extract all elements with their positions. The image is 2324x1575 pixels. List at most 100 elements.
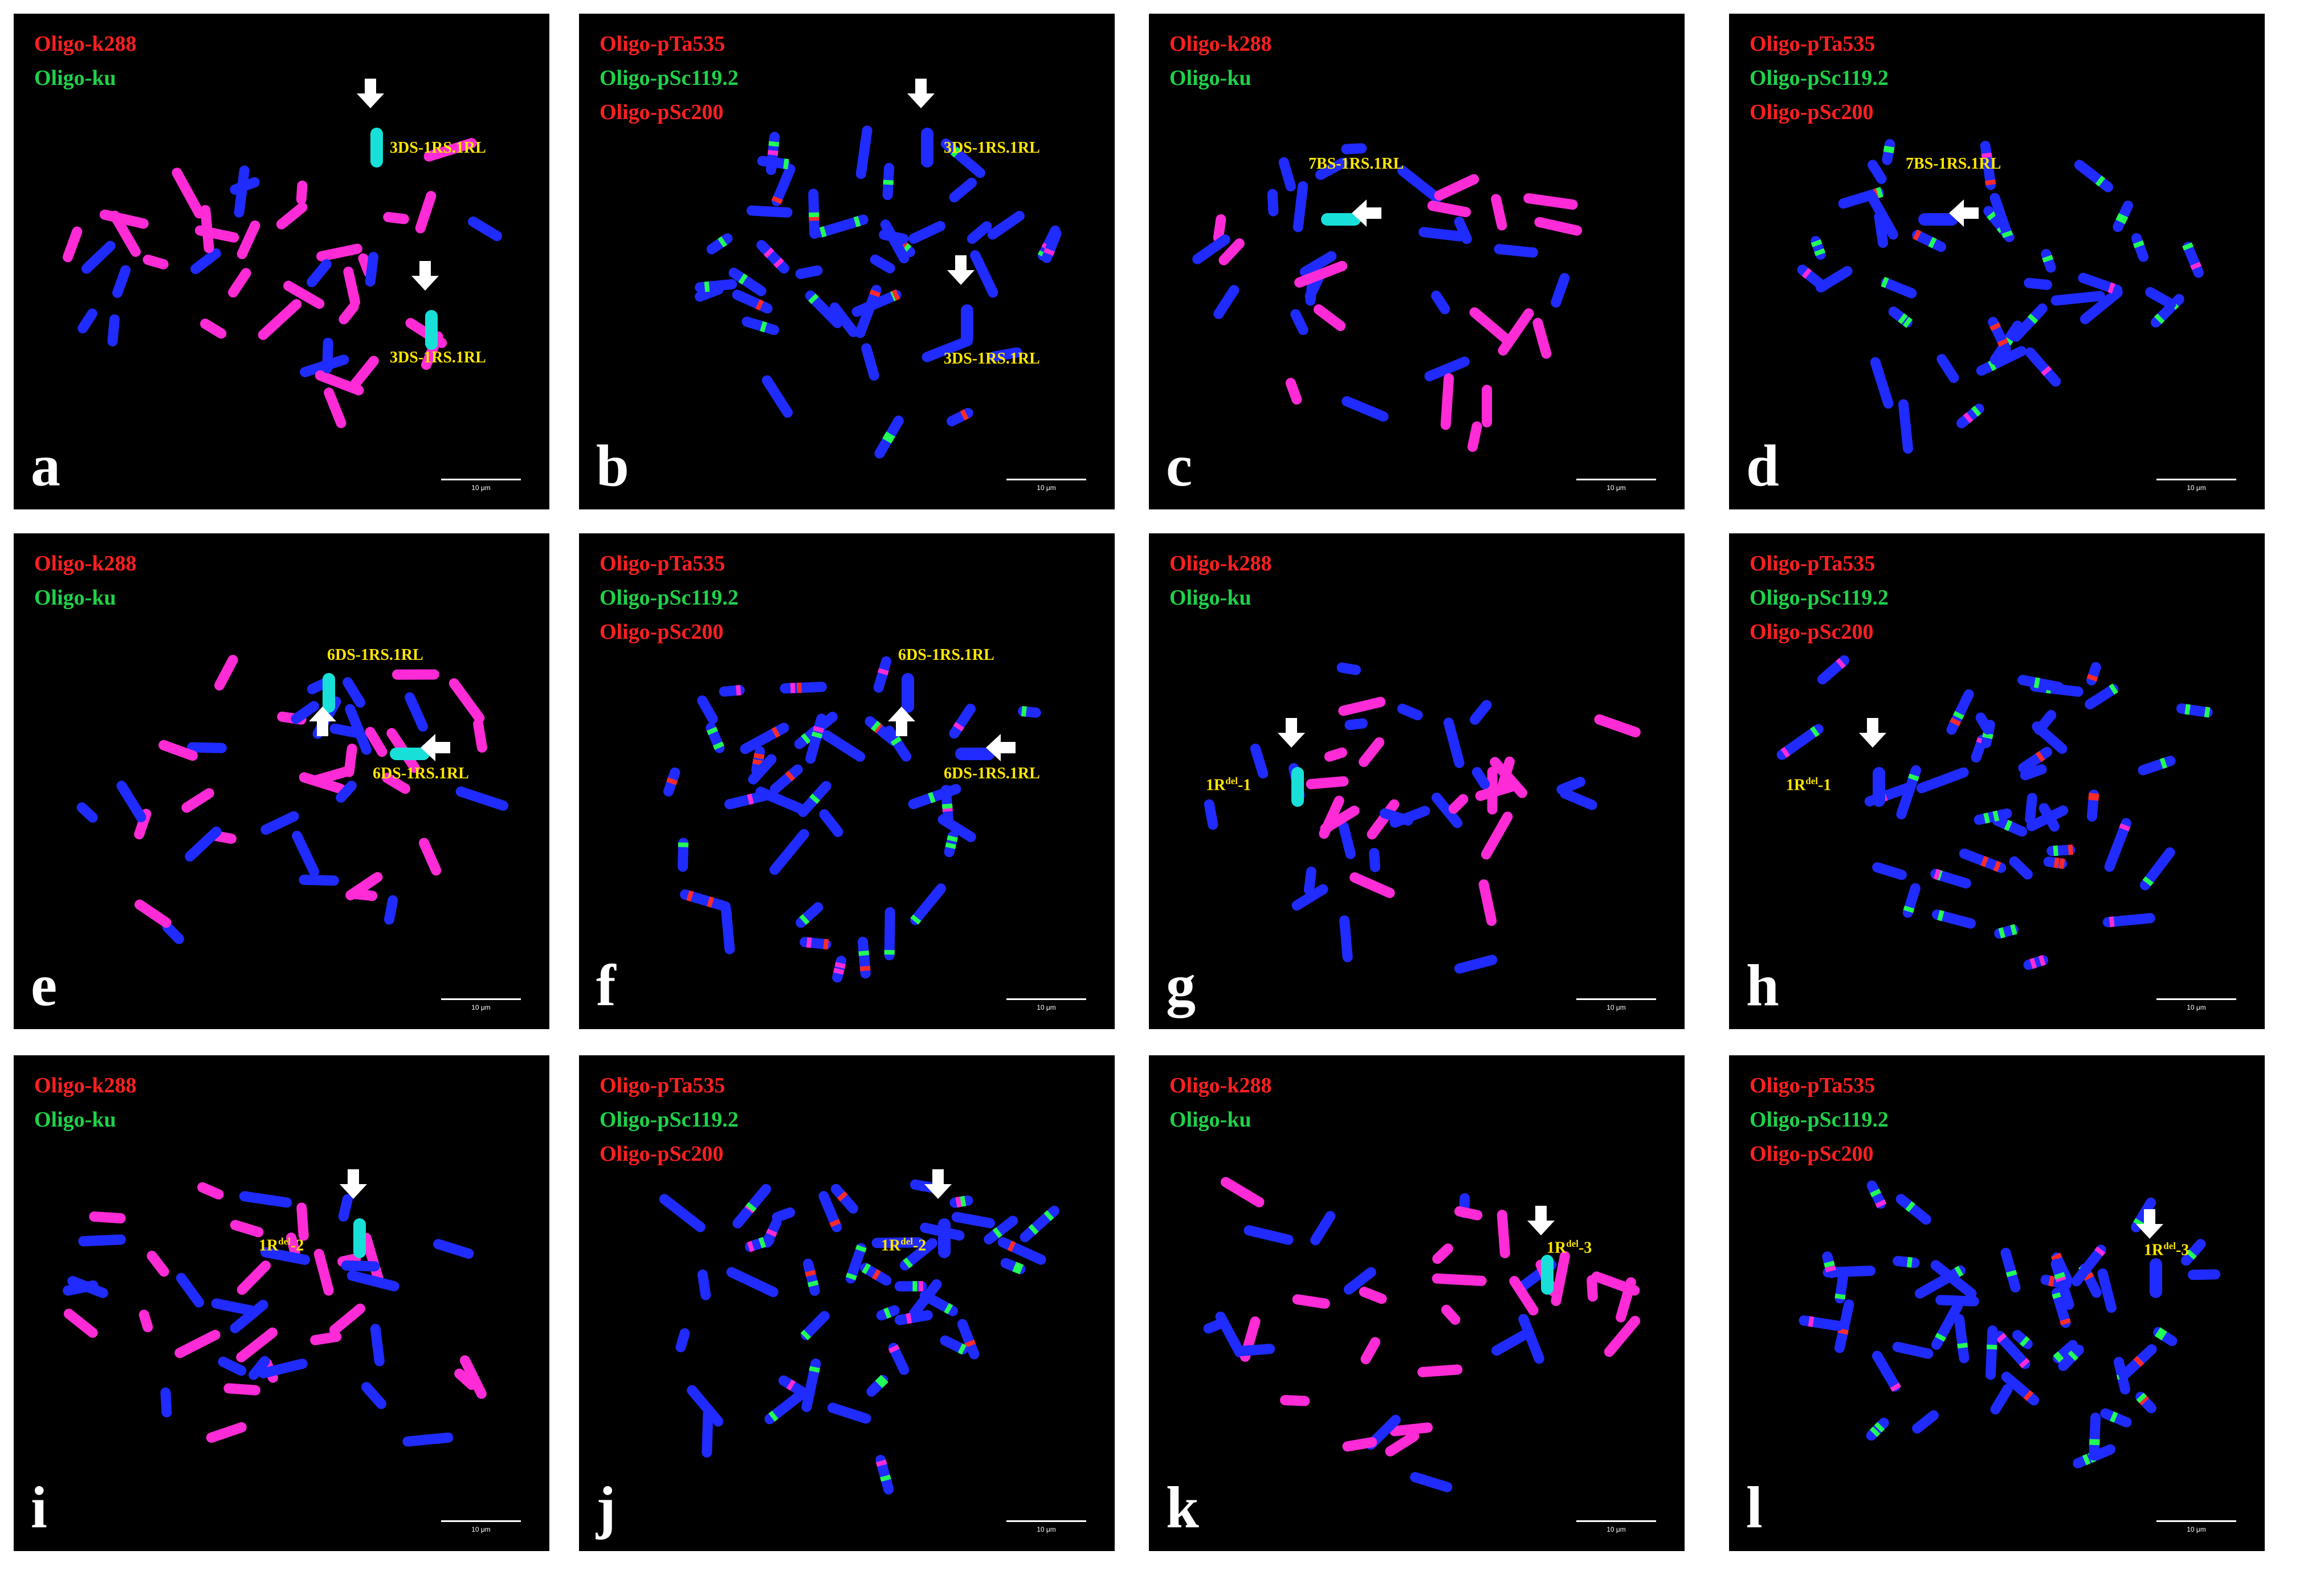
panel-b: Oligo-pTa535 Oligo-pSc119.2 Oligo-pSc200 3D… — [579, 14, 1115, 509]
panel-letter: g — [1166, 953, 1196, 1018]
chromosome-label-suffix: -2 — [912, 1237, 927, 1255]
probe-label: Oligo-k288 — [34, 552, 137, 576]
probe-label: Oligo-pTa535 — [600, 1074, 725, 1097]
chromosome-label: 1Rdel-3 — [2144, 1241, 2189, 1258]
panel-l: Oligo-pTa535 Oligo-pSc119.2 Oligo-pSc200 1R… — [1729, 1055, 2265, 1551]
chromosome-label: 7BS-1RS.1RL — [1308, 156, 1404, 172]
scale-bar-line — [2156, 1520, 2236, 1522]
scale-bar-line — [1576, 998, 1656, 1000]
panel-j: Oligo-pTa535 Oligo-pSc119.2 Oligo-pSc200 1R… — [579, 1055, 1115, 1551]
scale-bar: 10 μm — [441, 1520, 521, 1536]
chromosome-spread-image — [1799, 1180, 2221, 1468]
scale-bar-text: 10 μm — [1607, 1003, 1626, 1011]
scale-bar: 10 μm — [2156, 1520, 2236, 1536]
chromosome-label-superscript: del — [1805, 776, 1818, 786]
panel-letter: i — [31, 1475, 47, 1540]
scale-bar-text: 10 μm — [1037, 1525, 1056, 1533]
panel-letter: e — [31, 953, 58, 1018]
chromosome-label-superscript: del — [1225, 776, 1238, 786]
chromosome-label: 1Rdel-2 — [881, 1237, 926, 1254]
panel-h: Oligo-pTa535 Oligo-pSc119.2 Oligo-pSc200 1R… — [1729, 533, 2265, 1029]
scale-bar-line — [441, 479, 521, 480]
chromosome-label-superscript: del — [1566, 1238, 1579, 1249]
scale-bar-text: 10 μm — [1607, 1525, 1626, 1533]
probe-label: Oligo-ku — [34, 1108, 116, 1132]
probe-label: Oligo-k288 — [34, 1074, 137, 1097]
probe-label: Oligo-k288 — [1169, 1074, 1272, 1097]
chromosome-spread-image — [62, 128, 502, 429]
panel-letter: d — [1746, 433, 1779, 499]
probe-label: Oligo-pTa535 — [1750, 552, 1875, 576]
probe-label: Oligo-k288 — [34, 32, 137, 56]
scale-bar-text: 10 μm — [471, 484, 491, 492]
scale-bar-text: 10 μm — [471, 1003, 491, 1011]
scale-bar-line — [1006, 479, 1086, 480]
chromosome-spread-image — [63, 1182, 487, 1447]
probe-label: Oligo-pSc200 — [600, 620, 724, 644]
scale-bar-text: 10 μm — [1037, 1003, 1056, 1011]
panel-letter: f — [596, 953, 616, 1018]
arrow-down-icon — [1856, 716, 1890, 750]
panel-letter: l — [1746, 1475, 1763, 1540]
arrow-down-icon — [1274, 716, 1308, 750]
arrow-up-icon — [884, 704, 919, 738]
probe-label: Oligo-pSc200 — [1750, 100, 1874, 124]
scale-bar-text: 10 μm — [1037, 484, 1056, 492]
scale-bar-text: 10 μm — [1607, 484, 1626, 492]
chromosome-label-main: 1R — [1547, 1239, 1567, 1257]
chromosome-spread-image — [663, 656, 1041, 983]
arrow-down-icon — [921, 1167, 955, 1201]
scale-bar: 10 μm — [441, 998, 521, 1014]
arrow-down-icon — [336, 1167, 370, 1201]
chromosome-spread-image — [76, 655, 509, 944]
panel-letter: c — [1166, 433, 1193, 499]
arrow-left-icon — [1349, 196, 1384, 230]
chromosome-label-main: 6DS-1RS.1RL — [373, 765, 469, 782]
chromosome-label-suffix: -2 — [290, 1237, 304, 1255]
scale-bar: 10 μm — [441, 479, 521, 495]
probe-label: Oligo-pTa535 — [600, 552, 725, 576]
probe-label: Oligo-ku — [1169, 586, 1251, 610]
chromosome-label-main: 6DS-1RS.1RL — [327, 646, 423, 664]
chromosome-label: 6DS-1RS.1RL — [898, 647, 994, 663]
chromosome-spread-image — [1797, 139, 2204, 454]
scale-bar-line — [441, 1520, 521, 1522]
scale-bar: 10 μm — [1576, 1520, 1656, 1536]
chromosome-label-main: 6DS-1RS.1RL — [898, 646, 994, 664]
probe-label: Oligo-pSc200 — [600, 100, 724, 124]
panel-e: Oligo-k288 Oligo-ku 6DS-1RS.1RL 6DS-1RS.1RL… — [14, 533, 549, 1029]
panel-k: Oligo-k288 Oligo-ku 1Rdel-3 k 10 μm — [1149, 1055, 1685, 1551]
chromosome-spread-image — [1204, 662, 1641, 974]
arrow-down-icon — [408, 259, 442, 293]
chromosome-label-superscript: del — [900, 1236, 913, 1247]
chromosome-label-main: 3DS-1RS.1RL — [390, 139, 486, 157]
probe-label: Oligo-pSc119.2 — [600, 586, 739, 610]
probe-label: Oligo-pSc119.2 — [600, 1108, 739, 1132]
chromosome-label: 6DS-1RS.1RL — [327, 647, 423, 663]
chromosome-label-suffix: -1 — [1817, 776, 1832, 794]
scale-bar-text: 10 μm — [2187, 484, 2206, 492]
scale-bar-line — [1576, 1520, 1656, 1522]
probe-label: Oligo-ku — [34, 586, 116, 610]
panel-d: Oligo-pTa535 Oligo-pSc119.2 Oligo-pSc200 7B… — [1729, 14, 2265, 509]
chromosome-label-main: 7BS-1RS.1RL — [1308, 155, 1404, 173]
probe-label: Oligo-pTa535 — [1750, 32, 1875, 56]
scale-bar-line — [2156, 479, 2236, 480]
panel-letter: k — [1166, 1475, 1199, 1540]
arrow-left-icon — [1947, 196, 1981, 230]
arrow-down-icon — [2133, 1207, 2167, 1241]
arrow-up-icon — [305, 704, 340, 738]
probe-label: Oligo-pTa535 — [600, 32, 725, 56]
arrow-left-icon — [418, 731, 452, 765]
chromosome-label-suffix: -3 — [1578, 1239, 1592, 1257]
chromosome-spread-image — [1203, 1177, 1641, 1492]
chromosome-spread-image — [1192, 143, 1583, 452]
scale-bar-text: 10 μm — [2187, 1003, 2206, 1011]
panel-g: Oligo-k288 Oligo-ku 1Rdel-1 g 10 μm — [1149, 533, 1685, 1029]
chromosome-label: 1Rdel-2 — [259, 1237, 304, 1254]
probe-label: Oligo-pSc200 — [1750, 620, 1874, 644]
chromosome-label-superscript: del — [278, 1236, 291, 1247]
chromosome-label-main: 1R — [1786, 776, 1806, 794]
arrow-down-icon — [1524, 1203, 1558, 1238]
arrow-down-icon — [944, 253, 978, 287]
